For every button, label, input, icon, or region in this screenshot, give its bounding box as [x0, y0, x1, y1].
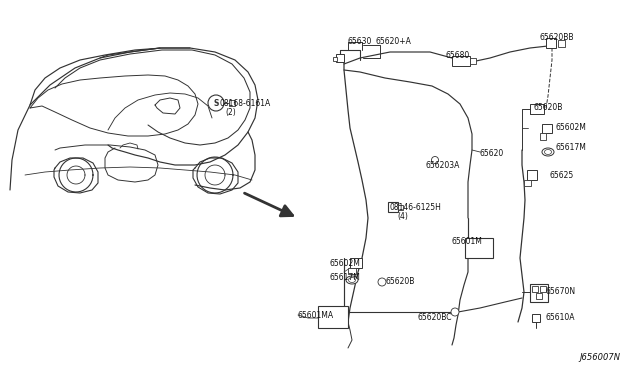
- Text: 65620: 65620: [480, 148, 504, 157]
- Bar: [532, 286, 538, 292]
- Text: S: S: [213, 99, 219, 108]
- Bar: [540, 133, 546, 140]
- Circle shape: [431, 157, 438, 164]
- Circle shape: [378, 278, 386, 286]
- Ellipse shape: [346, 276, 358, 284]
- Ellipse shape: [542, 148, 554, 156]
- Bar: [350, 258, 362, 268]
- Bar: [530, 284, 548, 302]
- Text: 65601M: 65601M: [452, 237, 483, 247]
- Text: 65620B: 65620B: [533, 103, 563, 112]
- Bar: [530, 104, 544, 114]
- Bar: [540, 286, 546, 292]
- Text: 65625: 65625: [549, 170, 573, 180]
- Bar: [318, 306, 348, 328]
- Text: 65602M: 65602M: [330, 259, 361, 267]
- Bar: [388, 202, 398, 212]
- Text: 65670N: 65670N: [545, 286, 575, 295]
- Text: 656203A: 656203A: [425, 160, 460, 170]
- Bar: [546, 38, 556, 48]
- Bar: [452, 56, 470, 66]
- Bar: [527, 170, 537, 180]
- Text: 65620BC: 65620BC: [418, 314, 452, 323]
- Bar: [398, 205, 403, 210]
- Text: 65601MA: 65601MA: [298, 311, 334, 320]
- Text: 65620B: 65620B: [385, 278, 414, 286]
- Bar: [536, 293, 542, 299]
- Text: 08146-6125H: 08146-6125H: [390, 202, 442, 212]
- Bar: [470, 58, 476, 64]
- Circle shape: [451, 308, 459, 316]
- Bar: [465, 238, 493, 258]
- Text: 65602M: 65602M: [555, 124, 586, 132]
- Text: 65630: 65630: [348, 38, 372, 46]
- Bar: [558, 40, 565, 47]
- Bar: [229, 100, 235, 106]
- Text: (2): (2): [225, 108, 236, 116]
- Text: 65617M: 65617M: [330, 273, 361, 282]
- Bar: [348, 268, 356, 274]
- Text: 65620BB: 65620BB: [540, 33, 575, 42]
- Circle shape: [208, 95, 224, 111]
- Bar: [532, 314, 540, 322]
- Ellipse shape: [349, 278, 355, 282]
- Ellipse shape: [545, 150, 552, 154]
- Text: (4): (4): [397, 212, 408, 221]
- Text: 08168-6161A: 08168-6161A: [220, 99, 271, 108]
- Bar: [524, 180, 531, 186]
- Text: 65610A: 65610A: [545, 314, 575, 323]
- Text: J656007N: J656007N: [579, 353, 620, 362]
- Text: 65620+A: 65620+A: [375, 38, 411, 46]
- Bar: [333, 57, 337, 61]
- Bar: [336, 54, 344, 62]
- Bar: [542, 124, 552, 133]
- Text: 65617M: 65617M: [555, 144, 586, 153]
- Text: 65680: 65680: [445, 51, 469, 61]
